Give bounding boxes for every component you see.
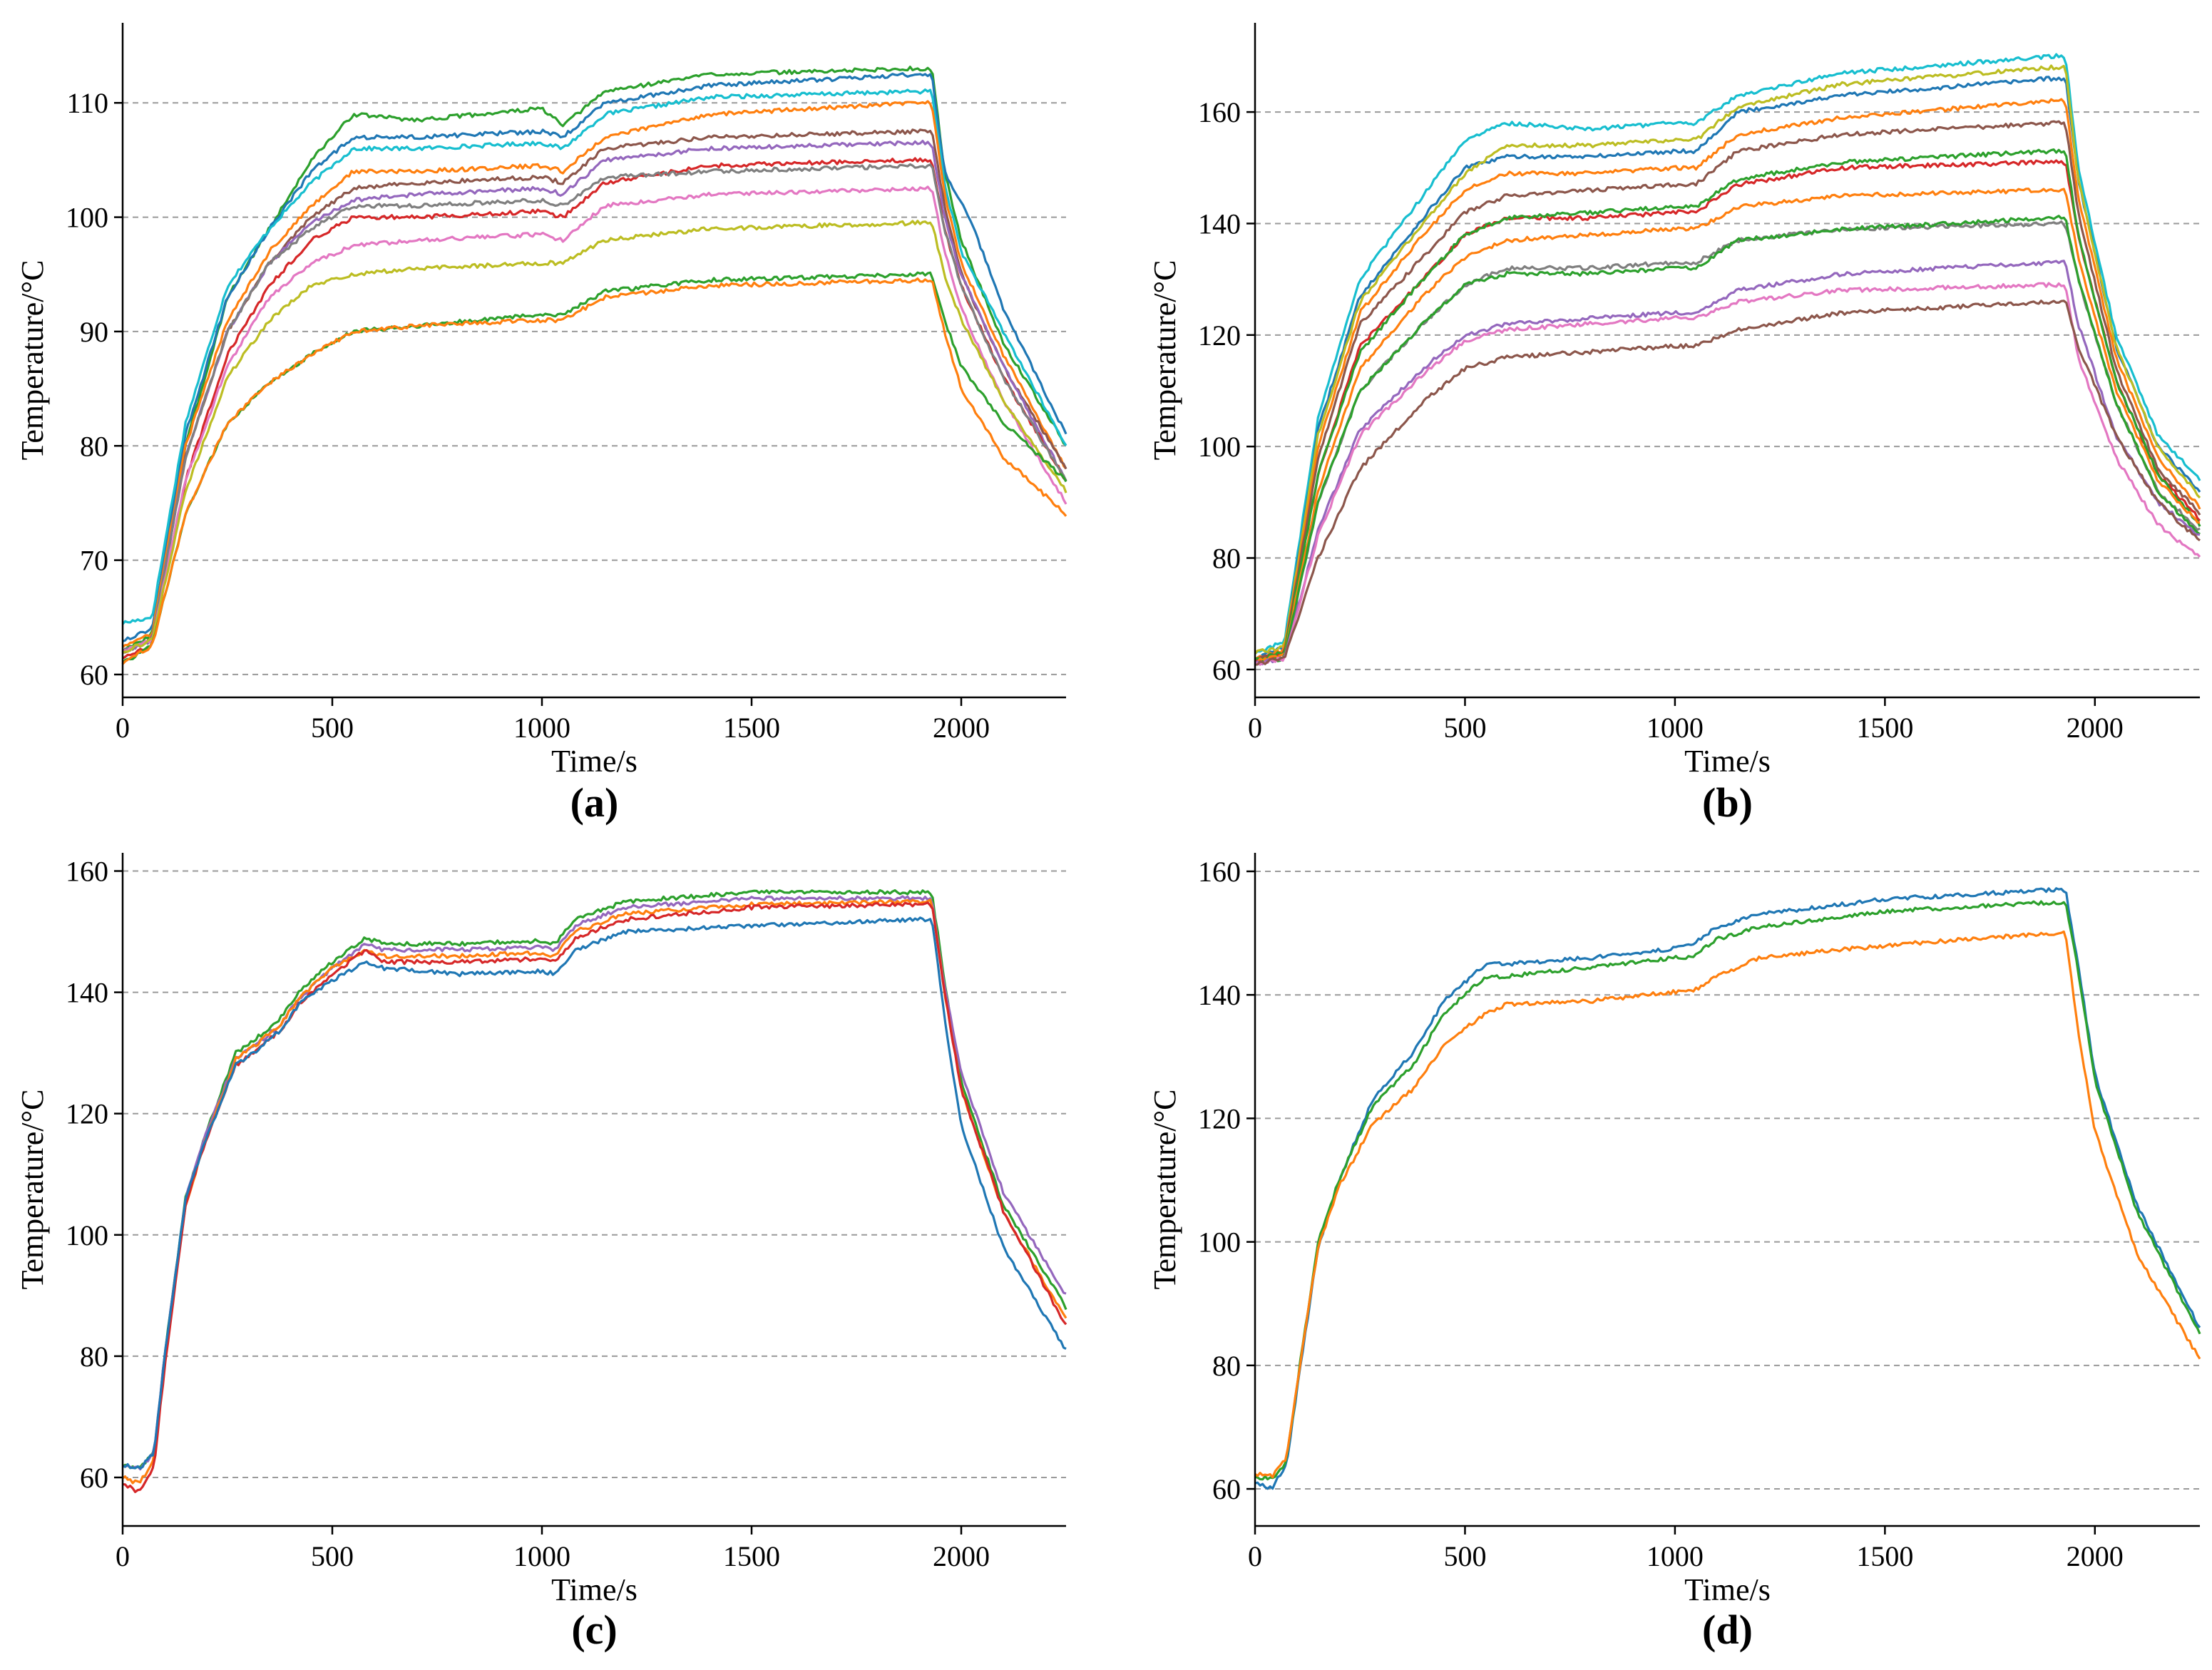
y-axis-label: Temperature/°C (15, 1090, 50, 1290)
series-line-s3 (1254, 64, 2201, 655)
y-tick-label: 100 (1198, 1226, 1241, 1259)
x-tick-label: 500 (1443, 1540, 1486, 1572)
series-line-s1 (121, 66, 1067, 654)
series-line-s2 (1254, 76, 2201, 661)
panel-c: 60 80 100 120 140 160 0 500 1000 1500 2000 Time/s Te… (15, 853, 1067, 1653)
y-tick-label: 80 (80, 430, 108, 462)
y-tick-label: 120 (1198, 1102, 1241, 1134)
y-tick-label: 60 (80, 659, 108, 691)
series-line-s10 (1254, 215, 2201, 666)
series-line-s9 (121, 185, 1067, 654)
x-tick-label: 1500 (723, 712, 780, 744)
series-line-s4 (122, 100, 1067, 648)
y-tick-label: 120 (1198, 319, 1241, 352)
y-tick-label: 160 (66, 856, 108, 888)
x-tick-label: 1000 (513, 1540, 570, 1572)
series-line-s3 (122, 898, 1067, 1485)
series-line-s12 (1254, 282, 2201, 666)
y-tick-label: 110 (66, 87, 108, 119)
panel-d: 60 80 100 120 140 160 0 500 1000 1500 2000 Time/s Te… (1147, 853, 2201, 1653)
series-line-s7 (1254, 148, 2201, 660)
series-line-s2 (122, 895, 1067, 1471)
x-tick-label: 0 (116, 1540, 130, 1572)
panel-b: 60 80 100 120 140 160 0 500 1000 1500 2000 Time/s Te… (1147, 23, 2201, 826)
series-line-s8 (121, 163, 1067, 654)
y-tick-label: 100 (66, 202, 108, 234)
x-tick-label: 0 (116, 712, 130, 744)
x-tick-label: 1500 (1856, 712, 1913, 744)
y-axis-label: Temperature/°C (1147, 1090, 1182, 1290)
y-tick-label: 60 (1212, 654, 1241, 686)
series-line-s1 (1254, 53, 2201, 655)
y-tick-label: 120 (66, 1098, 108, 1130)
x-tick-label: 500 (311, 1540, 354, 1572)
series-line-s5 (122, 128, 1067, 654)
x-tick-label: 2000 (933, 712, 990, 744)
x-axis-label: Time/s (1684, 1572, 1771, 1607)
y-tick-label: 160 (1198, 856, 1241, 888)
x-axis-label: Time/s (551, 1572, 638, 1607)
y-tick-label: 100 (1198, 431, 1241, 463)
panel-a: 60 70 80 90 100 110 0 500 1000 1500 2000 Time/s Temp… (15, 23, 1067, 826)
x-tick-label: 0 (1248, 712, 1262, 744)
x-tick-label: 1000 (1647, 1540, 1704, 1572)
series-line-s1 (122, 888, 1067, 1470)
series-line-s2 (1254, 900, 2201, 1481)
series-line-s11 (1254, 260, 2201, 666)
y-tick-label: 140 (1198, 208, 1241, 240)
series-line-s2 (122, 72, 1067, 642)
y-axis-label: Temperature/°C (1147, 260, 1182, 461)
x-tick-label: 0 (1248, 1540, 1262, 1572)
y-tick-label: 140 (66, 977, 108, 1009)
x-tick-label: 1000 (1647, 712, 1704, 744)
x-tick-label: 2000 (2067, 1540, 2124, 1572)
y-tick-label: 70 (80, 545, 108, 577)
x-tick-label: 2000 (933, 1540, 990, 1572)
series-line-s7 (122, 157, 1067, 660)
series-line-s1 (1254, 887, 2201, 1490)
series-line-s5 (122, 916, 1067, 1470)
x-tick-label: 1500 (723, 1540, 780, 1572)
series-line-s12 (121, 277, 1067, 665)
y-tick-label: 80 (1212, 543, 1241, 575)
series-line-s8 (1254, 188, 2201, 664)
x-axis-label: Time/s (551, 744, 638, 779)
y-tick-label: 60 (1212, 1473, 1241, 1505)
x-tick-label: 2000 (2067, 712, 2124, 744)
series-line-s4 (1254, 98, 2201, 660)
x-tick-label: 1000 (513, 712, 570, 744)
y-tick-label: 90 (80, 316, 108, 348)
series-line-s3 (1254, 930, 2201, 1479)
panel-label: (b) (1702, 779, 1753, 826)
series-line-s3 (121, 88, 1067, 625)
x-tick-label: 1500 (1856, 1540, 1913, 1572)
series-line-s13 (1254, 299, 2201, 666)
series-line-s5 (1255, 120, 2201, 661)
y-tick-label: 80 (80, 1341, 108, 1373)
panel-label: (c) (571, 1607, 617, 1653)
y-axis-label: Temperature/°C (15, 260, 50, 461)
series-line-s9 (1254, 220, 2201, 666)
x-tick-label: 500 (311, 712, 354, 744)
series-line-s10 (122, 220, 1067, 654)
y-tick-label: 60 (80, 1462, 108, 1494)
y-tick-label: 100 (66, 1219, 108, 1251)
series-line-s4 (122, 901, 1067, 1493)
panel-label: (a) (570, 779, 619, 826)
x-tick-label: 500 (1443, 712, 1486, 744)
panel-label: (d) (1702, 1607, 1753, 1653)
x-axis-label: Time/s (1684, 744, 1771, 779)
y-tick-label: 140 (1198, 979, 1241, 1011)
y-tick-label: 160 (1198, 96, 1241, 128)
series-line-s6 (1254, 159, 2201, 663)
y-tick-label: 80 (1212, 1350, 1241, 1382)
